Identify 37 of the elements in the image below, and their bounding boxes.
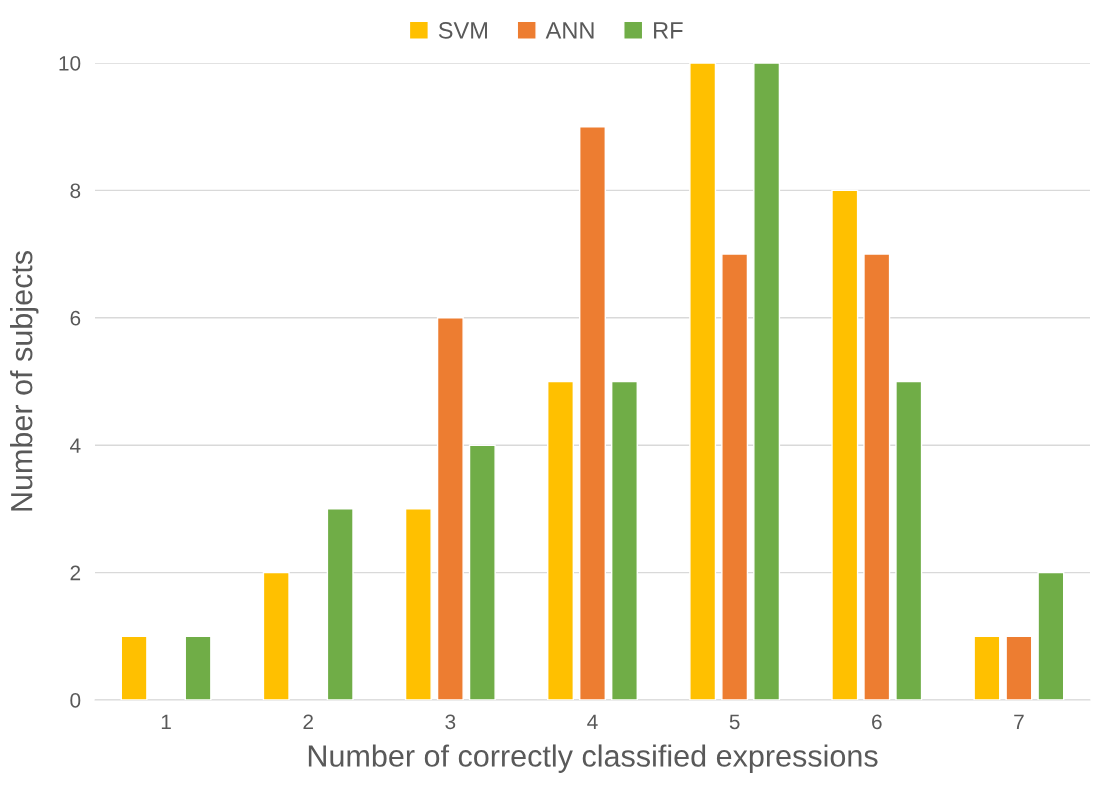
- bar: [404, 508, 432, 700]
- bar: [831, 189, 859, 700]
- bar: [753, 63, 781, 700]
- x-tick-label: 4: [587, 714, 598, 729]
- bar: [436, 317, 464, 700]
- bar: [468, 444, 496, 700]
- bar: [1037, 571, 1065, 700]
- legend-label: RF: [654, 22, 683, 39]
- bar: [262, 571, 290, 700]
- bar: [547, 380, 575, 700]
- y-axis-title: Number of subjects: [10, 250, 39, 511]
- bar: [689, 63, 717, 700]
- x-tick-label: 3: [445, 714, 456, 730]
- y-tick-label: 10: [59, 56, 81, 71]
- bar: [1005, 635, 1033, 700]
- y-tick-label: 4: [70, 438, 81, 453]
- y-tick-label: 0: [70, 693, 81, 708]
- x-tick-label: 5: [729, 714, 740, 730]
- bar: [721, 253, 749, 700]
- x-axis-title: Number of correctly classified expressions: [308, 744, 878, 773]
- bar: [895, 380, 923, 700]
- x-tick-label: 2: [303, 714, 313, 729]
- bar: [610, 380, 638, 700]
- legend-label: ANN: [545, 22, 594, 39]
- bar: [120, 635, 148, 700]
- y-tick-label: 6: [70, 310, 81, 326]
- bar: [184, 635, 212, 700]
- x-tick-label: 6: [872, 714, 882, 730]
- y-tick-label: 2: [70, 565, 81, 581]
- x-tick-label: 1: [161, 714, 171, 729]
- x-tick-label: 7: [1014, 714, 1024, 729]
- bar: [973, 635, 1001, 700]
- bar: [579, 126, 606, 700]
- bar: [863, 253, 891, 700]
- legend-label: SVM: [438, 22, 487, 39]
- y-tick-label: 8: [70, 183, 81, 199]
- bar: [326, 508, 354, 700]
